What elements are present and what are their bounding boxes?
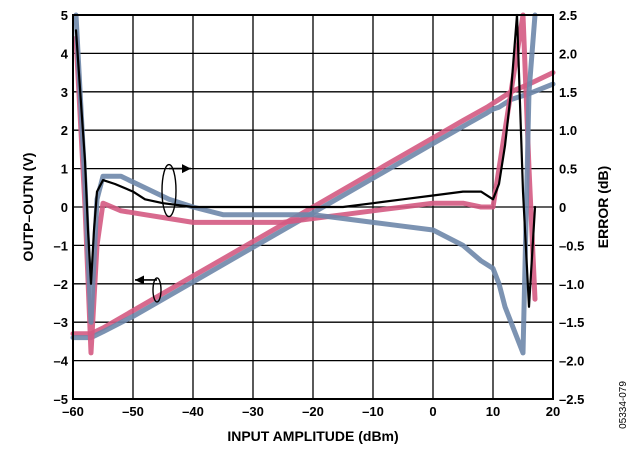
y-left-tick-label: –1	[54, 238, 68, 253]
annotation-arrow-head	[135, 275, 144, 285]
y-right-tick-label: –2.5	[559, 392, 584, 407]
grid	[73, 15, 553, 399]
y-right-tick-label: 1.5	[559, 85, 577, 100]
y-right-tick-label: 2.0	[559, 46, 577, 61]
x-tick-label: –60	[62, 404, 84, 419]
series-line-blue-3	[73, 12, 538, 356]
x-tick-label: 10	[486, 404, 500, 419]
annotation-arrow-head	[182, 164, 191, 174]
series-line-pink-0	[70, 70, 556, 337]
y-right-tick-label: 2.5	[559, 8, 577, 23]
y-left-tick-label: 4	[61, 46, 69, 61]
y-left-tick-label: –3	[54, 315, 68, 330]
x-tick-label: –20	[302, 404, 324, 419]
annotation-loop	[152, 277, 162, 303]
figure-id: 05334-079	[618, 381, 629, 429]
series-line-black-4	[74, 13, 537, 308]
y-left-tick-label: –5	[54, 392, 68, 407]
annotation-loop	[161, 163, 177, 218]
y-left-tick-label: –2	[54, 277, 68, 292]
y-left-tick-label: –4	[54, 354, 69, 369]
plot-frame	[72, 14, 554, 400]
y-left-tick-label: 5	[61, 8, 68, 23]
y-right-tick-label: 1.0	[559, 123, 577, 138]
annotations	[135, 163, 191, 303]
x-tick-label: –50	[122, 404, 144, 419]
y-right-tick-labels: –2.5 –2.0 –1.5 –1.0 –0.5 0 0.5 1.0 1.5 2.0 2.5	[559, 8, 584, 407]
x-tick-label: 0	[429, 404, 436, 419]
y-right-tick-label: –1.5	[559, 315, 584, 330]
series-layer	[70, 12, 556, 356]
x-axis-label: INPUT AMPLITUDE (dBm)	[227, 428, 398, 444]
series-line-blue-1	[70, 81, 556, 341]
y-right-tick-label: –0.5	[559, 238, 584, 253]
y-left-tick-labels: –5 –4 –3 –2 –1 0 1 2 3 4 5	[54, 8, 69, 407]
y-right-tick-label: –2.0	[559, 354, 584, 369]
x-tick-label: –10	[362, 404, 384, 419]
x-tick-label: –40	[182, 404, 204, 419]
x-tick-label: 20	[546, 404, 560, 419]
y-left-tick-label: 0	[61, 200, 68, 215]
y-left-axis-label: OUTP–OUTN (V)	[20, 153, 36, 262]
y-right-tick-label: 0	[559, 200, 566, 215]
y-left-tick-label: 1	[61, 162, 68, 177]
y-right-tick-label: –1.0	[559, 277, 584, 292]
x-tick-labels: –60 –50 –40 –30 –20 –10 0 10 20	[62, 404, 560, 419]
x-tick-label: –30	[242, 404, 264, 419]
y-right-tick-label: 0.5	[559, 162, 577, 177]
y-right-axis-label: ERROR (dB)	[595, 166, 611, 248]
y-left-tick-label: 2	[61, 123, 68, 138]
y-left-tick-label: 3	[61, 85, 68, 100]
